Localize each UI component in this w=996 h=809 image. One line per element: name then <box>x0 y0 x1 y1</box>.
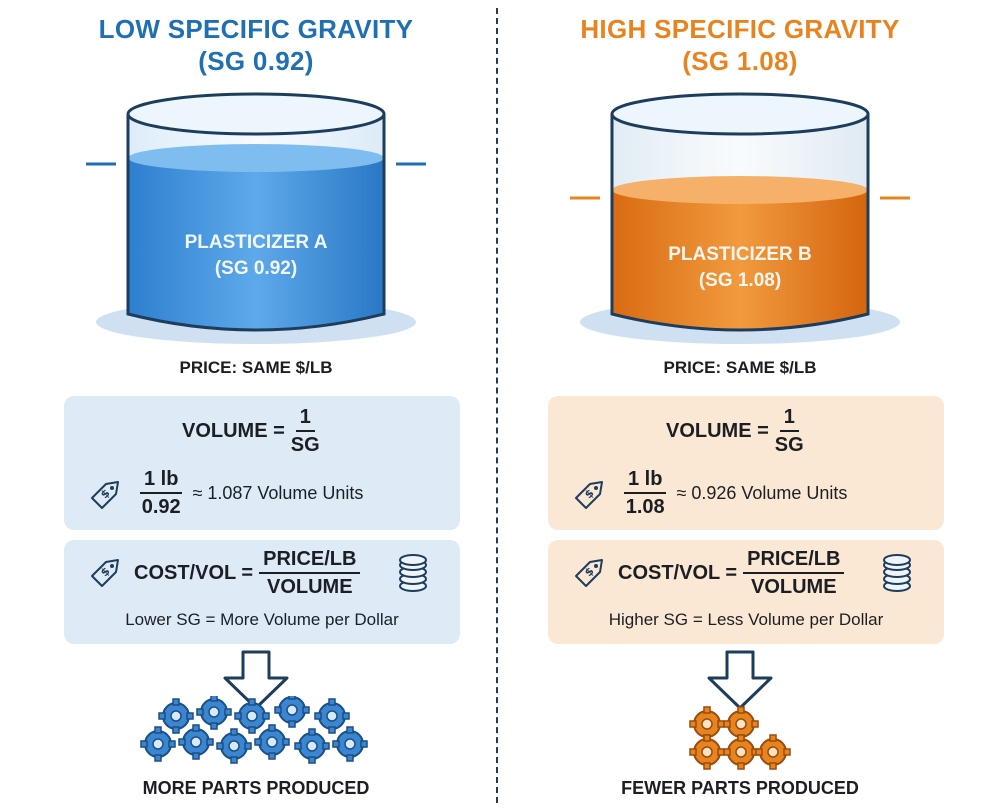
volume-label: VOLUME = <box>182 419 285 442</box>
cost-numerator: PRICE/LB <box>259 548 361 574</box>
gear-icon <box>216 728 252 764</box>
calc-fraction: 1 lb 0.92 <box>140 468 183 518</box>
coin-stack-icon <box>399 554 427 592</box>
coin-stack-icon <box>883 554 911 592</box>
volume-denominator: SG <box>290 434 320 456</box>
cost-fraction: PRICE/LB VOLUME <box>259 548 361 598</box>
result-label: FEWER PARTS PRODUCED <box>621 778 859 798</box>
volume-denominator: SG <box>774 434 804 456</box>
cost-denominator: VOLUME <box>267 576 353 598</box>
gear-icon <box>274 696 310 728</box>
cost-fraction: PRICE/LB VOLUME <box>743 548 845 598</box>
gear-icon <box>254 724 290 760</box>
volume-calc: 1 lb 1.08 ≈ 0.926 Volume Units <box>618 468 847 518</box>
result-label: MORE PARTS PRODUCED <box>142 778 370 798</box>
tank-a-sg: (SG 0.92) <box>214 258 298 279</box>
volume-fraction: 1 SG <box>775 406 804 456</box>
cost-label: COST/VOL = <box>134 561 254 584</box>
price-tag-icon: $ <box>572 478 606 512</box>
gear-icon <box>689 734 725 770</box>
gear-icon <box>158 698 194 734</box>
price-tag-icon: $ <box>88 478 122 512</box>
calc-result: ≈ 1.087 Volume Units <box>192 482 364 503</box>
cost-label: COST/VOL = <box>618 561 738 584</box>
calc-fraction: 1 lb 1.08 <box>624 468 667 518</box>
gear-cluster-small <box>689 706 791 770</box>
down-arrow-icon <box>223 650 289 710</box>
cost-formula: COST/VOL = PRICE/LB VOLUME <box>134 548 366 598</box>
cost-note: Lower SG = More Volume per Dollar <box>125 610 399 629</box>
tank-b-sg: (SG 1.08) <box>698 270 782 291</box>
gear-icon <box>196 696 232 730</box>
down-arrow-icon <box>707 650 773 710</box>
low-sg-panel: LOW SPECIFIC GRAVITY (SG 0.92) PLASTICIZ… <box>16 0 496 809</box>
tank-b-graphic <box>570 92 910 344</box>
calc-denominator: 0.92 <box>141 496 181 518</box>
calc-numerator: 1 lb <box>624 468 667 494</box>
tank-a-label: PLASTICIZER A <box>184 232 328 253</box>
volume-formula: VOLUME = 1 SG <box>182 406 326 456</box>
price-tag-icon: $ <box>88 556 122 590</box>
cost-formula: COST/VOL = PRICE/LB VOLUME <box>618 548 850 598</box>
gear-icon <box>140 726 176 762</box>
gear-icon <box>723 734 759 770</box>
volume-numerator: 1 <box>295 406 315 432</box>
gear-icon <box>332 726 368 762</box>
price-label: PRICE: SAME $/LB <box>179 358 333 377</box>
price-tag-icon: $ <box>572 556 606 590</box>
gear-icon <box>314 698 350 734</box>
low-sg-subtitle: (SG 0.92) <box>198 46 314 76</box>
cost-box: $ COST/VOL = PRICE/LB VOLUME Lower SG = … <box>64 540 460 644</box>
volume-formula: VOLUME = 1 SG <box>666 406 810 456</box>
high-sg-subtitle: (SG 1.08) <box>682 46 798 76</box>
high-sg-panel: HIGH SPECIFIC GRAVITY (SG 1.08) PLASTICI… <box>500 0 980 809</box>
gear-cluster-large <box>140 696 368 764</box>
calc-result: ≈ 0.926 Volume Units <box>676 482 848 503</box>
cost-numerator: PRICE/LB <box>743 548 845 574</box>
volume-fraction: 1 SG <box>291 406 320 456</box>
gear-icon <box>294 728 330 764</box>
tank-a-graphic <box>86 92 426 344</box>
cost-note: Higher SG = Less Volume per Dollar <box>608 610 884 629</box>
high-sg-title: HIGH SPECIFIC GRAVITY <box>580 14 900 44</box>
volume-label: VOLUME = <box>666 419 769 442</box>
panel-divider <box>496 8 498 803</box>
price-label: PRICE: SAME $/LB <box>663 358 817 377</box>
volume-calc: 1 lb 0.92 ≈ 1.087 Volume Units <box>134 468 363 518</box>
tank-b-label: PLASTICIZER B <box>668 244 812 265</box>
calc-numerator: 1 lb <box>140 468 183 494</box>
volume-box: VOLUME = 1 SG $ 1 lb 1.08 ≈ 0.926 Volume… <box>548 396 944 530</box>
plasticizer-b-tank <box>570 84 910 354</box>
volume-box: VOLUME = 1 SG $ 1 lb 0.92 ≈ 1.087 Volume… <box>64 396 460 530</box>
cost-box: $ COST/VOL = PRICE/LB VOLUME Higher SG =… <box>548 540 944 644</box>
low-sg-title: LOW SPECIFIC GRAVITY <box>98 14 414 44</box>
cost-denominator: VOLUME <box>751 576 837 598</box>
gear-icon <box>178 724 214 760</box>
plasticizer-a-tank <box>86 84 426 354</box>
volume-numerator: 1 <box>779 406 799 432</box>
gear-icon <box>234 698 270 734</box>
gear-icon <box>755 734 791 770</box>
calc-denominator: 1.08 <box>625 496 665 518</box>
